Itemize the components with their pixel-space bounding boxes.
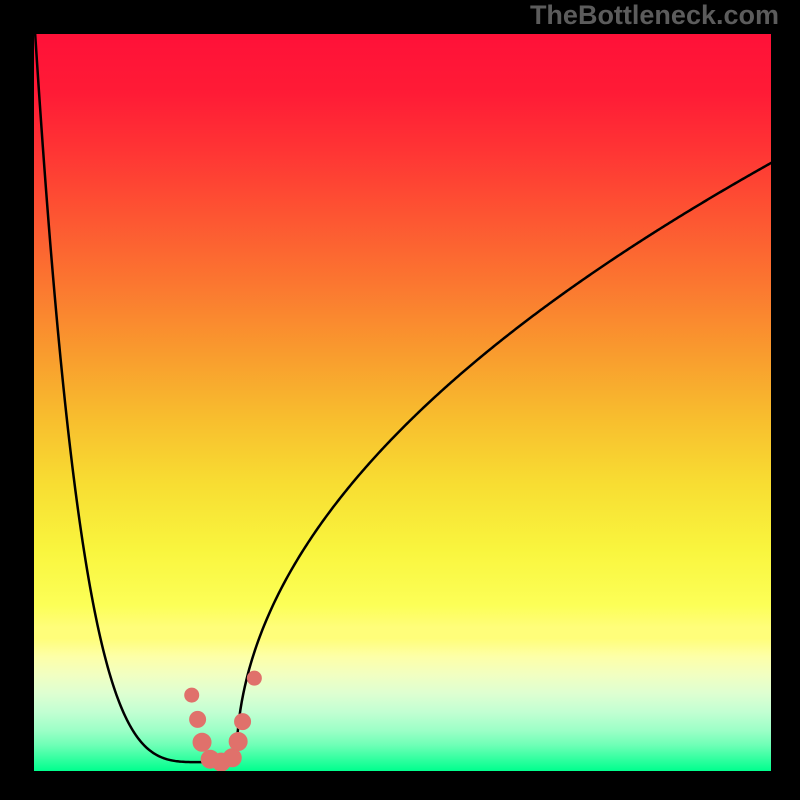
data-marker (223, 749, 241, 767)
frame-bottom (0, 771, 800, 800)
data-marker (235, 714, 251, 730)
data-marker (193, 733, 211, 751)
data-marker (229, 733, 247, 751)
frame-right (771, 0, 800, 800)
data-marker (247, 671, 261, 685)
chart-svg (34, 34, 771, 771)
chart-stage: TheBottleneck.com (0, 0, 800, 800)
data-marker (190, 711, 206, 727)
gradient-background (34, 34, 771, 771)
plot-area (34, 34, 771, 771)
frame-left (0, 0, 34, 800)
data-marker (185, 688, 199, 702)
watermark-text: TheBottleneck.com (530, 0, 779, 31)
